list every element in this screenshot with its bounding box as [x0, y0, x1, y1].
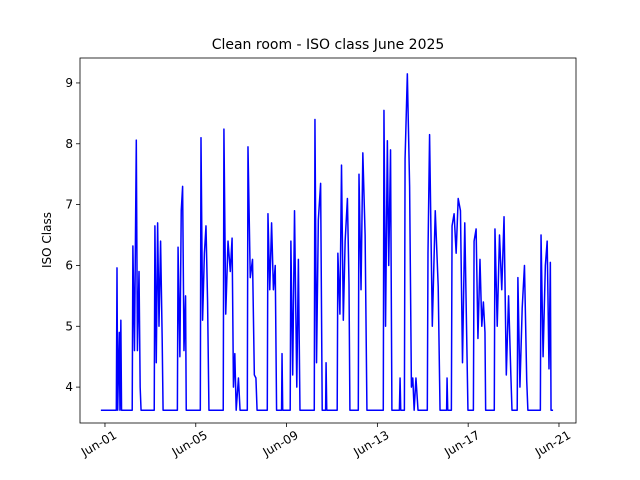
y-tick-label: 9: [65, 76, 73, 90]
y-axis-label: ISO Class: [40, 212, 54, 268]
y-tick-label: 5: [65, 319, 73, 333]
y-tick-label: 4: [65, 380, 73, 394]
y-tick-label: 6: [65, 258, 73, 272]
plot-frame: [79, 57, 577, 424]
data-line: [100, 73, 554, 411]
y-tick-label: 8: [65, 137, 73, 151]
chart-title: Clean room - ISO class June 2025: [212, 37, 445, 53]
y-tick-label: 7: [65, 198, 73, 212]
